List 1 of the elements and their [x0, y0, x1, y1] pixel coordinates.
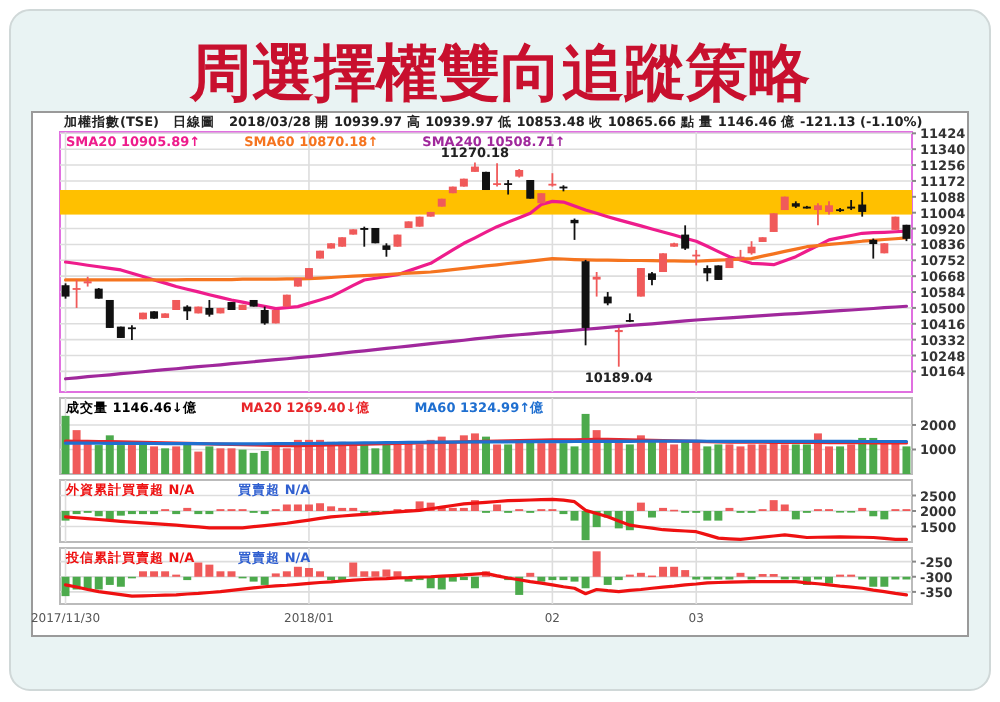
chart-title: 周選擇權雙向追蹤策略	[188, 38, 810, 108]
